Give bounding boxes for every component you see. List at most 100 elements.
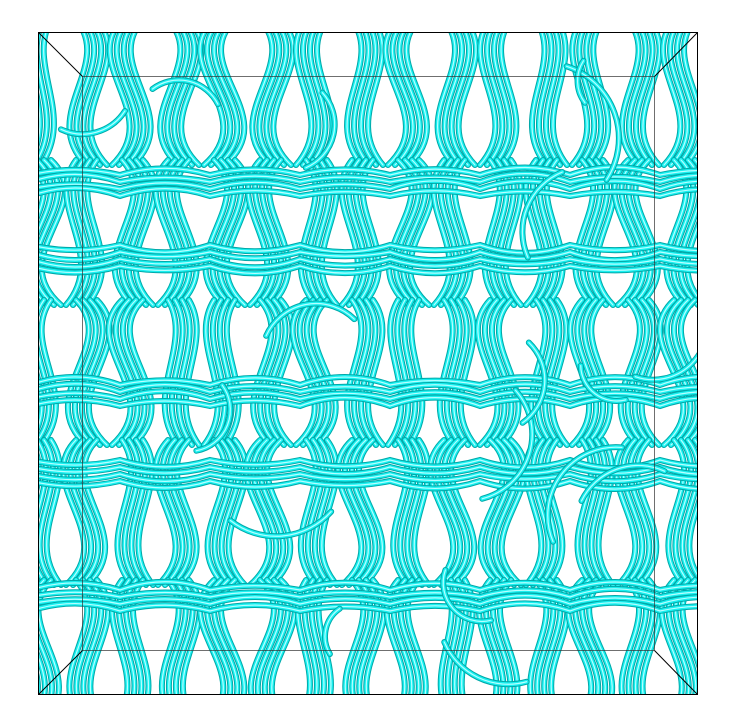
- tube: [305, 92, 336, 169]
- tube: [203, 299, 219, 446]
- tube: [265, 302, 355, 337]
- tube: [453, 299, 469, 446]
- tube: [75, 33, 95, 166]
- outer-frame: [38, 32, 698, 695]
- tube: [199, 33, 224, 166]
- tube: [401, 299, 416, 446]
- tube: [585, 33, 602, 166]
- tube: [353, 299, 370, 446]
- frame-edge: [38, 32, 83, 77]
- tube: [229, 510, 332, 537]
- tube: [155, 439, 177, 586]
- tube: [360, 33, 377, 166]
- tube: [252, 299, 273, 446]
- tube: [392, 439, 409, 586]
- tube: [39, 581, 697, 591]
- tube: [627, 299, 648, 446]
- tube: [458, 33, 477, 166]
- tube: [173, 33, 195, 166]
- tube: [439, 299, 455, 446]
- tube: [313, 299, 337, 446]
- tube: [164, 299, 179, 446]
- tube: [486, 33, 504, 166]
- tube: [578, 33, 595, 166]
- tube: [479, 33, 497, 166]
- tube: [116, 33, 138, 166]
- tube: [39, 442, 48, 586]
- tube: [636, 439, 657, 586]
- tube: [681, 439, 697, 585]
- tube: [39, 439, 55, 586]
- tube: [498, 299, 520, 446]
- tube: [576, 299, 597, 446]
- tube: [39, 299, 50, 439]
- tube: [358, 439, 383, 586]
- tube: [620, 299, 641, 446]
- tube: [185, 299, 200, 446]
- tube: [115, 299, 139, 446]
- tube: [116, 439, 133, 586]
- tube: [399, 439, 416, 586]
- tube: [39, 466, 697, 475]
- tube: [351, 439, 376, 586]
- tube: [337, 439, 362, 586]
- tube: [688, 439, 697, 576]
- tube: [68, 33, 88, 166]
- tube: [443, 641, 528, 685]
- tube: [546, 439, 563, 586]
- tube: [621, 33, 640, 166]
- tube: [451, 33, 470, 166]
- tube: [642, 33, 661, 166]
- tube: [477, 299, 499, 446]
- tube: [500, 33, 518, 166]
- tube: [530, 299, 547, 446]
- tube: [501, 439, 526, 586]
- tube: [544, 299, 561, 446]
- tube: [273, 299, 294, 446]
- tube: [346, 299, 363, 446]
- tube: [360, 299, 377, 446]
- tube: [446, 299, 462, 446]
- tube: [123, 33, 145, 166]
- tube: [39, 579, 53, 694]
- tube: [307, 439, 324, 586]
- tube: [206, 439, 226, 586]
- tube: [39, 173, 697, 183]
- tube: [89, 33, 109, 166]
- tube: [521, 171, 563, 259]
- tube: [259, 439, 284, 586]
- frame-edge: [654, 32, 698, 77]
- tube: [484, 299, 506, 446]
- tube: [39, 265, 697, 275]
- tube: [76, 439, 99, 586]
- tube: [680, 299, 697, 446]
- tube: [176, 439, 198, 586]
- tube: [302, 33, 320, 166]
- frame-edge: [654, 650, 698, 695]
- tube: [353, 33, 370, 166]
- tube: [220, 439, 240, 586]
- tube: [615, 439, 636, 586]
- tube: [82, 33, 102, 166]
- tube: [628, 33, 647, 166]
- tube: [551, 299, 568, 446]
- tube: [40, 33, 55, 166]
- tube: [46, 439, 62, 586]
- tube: [206, 33, 231, 166]
- tube: [292, 299, 316, 446]
- tube: [576, 60, 586, 104]
- tube: [405, 33, 428, 166]
- tube: [679, 159, 697, 305]
- tube: [39, 244, 697, 254]
- tube: [387, 299, 402, 446]
- tube: [39, 602, 697, 612]
- tube: [531, 33, 547, 166]
- tube: [123, 439, 140, 586]
- tube: [538, 33, 554, 166]
- tube: [583, 299, 604, 446]
- tube: [266, 439, 291, 586]
- tube: [634, 356, 697, 381]
- tube: [491, 299, 513, 446]
- tube: [245, 439, 270, 586]
- tube: [480, 439, 505, 586]
